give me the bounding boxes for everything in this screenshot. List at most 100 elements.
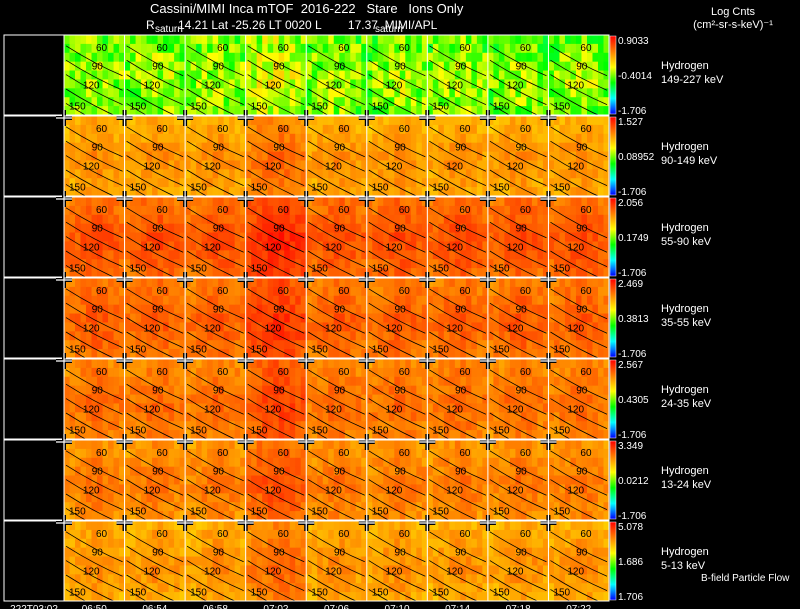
heatmap-pixel (333, 214, 340, 225)
heatmap-pixel (493, 223, 500, 233)
field-contour-line (429, 302, 487, 334)
heatmap-pixel (251, 278, 258, 288)
heatmap-pixel (163, 295, 169, 306)
contour-label-150: 150 (69, 182, 86, 193)
heatmap-pixel (333, 205, 340, 216)
heatmap-pixel (229, 295, 236, 306)
heatmap-pixel (350, 205, 357, 216)
heatmap-pixel (482, 79, 489, 89)
heatmap-pixel (377, 70, 384, 80)
heatmap-pixel (531, 232, 538, 242)
heatmap-pixel (80, 232, 87, 242)
heatmap-pixel (113, 70, 120, 80)
heatmap-pixel (119, 214, 125, 225)
heatmap-pixel (284, 151, 291, 161)
heatmap-pixel (256, 223, 263, 233)
heatmap-pixel (570, 232, 577, 242)
heatmap-pixel (559, 79, 566, 89)
heatmap-pixel (273, 133, 280, 144)
heatmap-pixel (559, 331, 566, 341)
heatmap-pixel (91, 70, 98, 80)
heatmap-pixel (388, 133, 395, 144)
field-contour-line (65, 302, 123, 334)
heatmap-pixel (80, 259, 87, 269)
heatmap-pixel (234, 88, 241, 98)
heatmap-pixel (69, 394, 76, 404)
heatmap-pixel (174, 268, 181, 278)
heatmap-pixel (146, 43, 153, 54)
heatmap-pixel (559, 241, 566, 251)
heatmap-pixel (212, 286, 219, 297)
contour-label-60: 60 (338, 205, 350, 216)
heatmap-pixel (471, 116, 478, 126)
heatmap-pixel (405, 304, 412, 314)
heatmap-pixel (119, 88, 125, 98)
heatmap-pixel (520, 250, 527, 260)
heatmap-pixel (163, 124, 169, 135)
heatmap-pixel (108, 376, 114, 387)
heatmap-pixel (141, 403, 147, 413)
heatmap-pixel (487, 331, 494, 341)
heatmap-pixel (388, 313, 395, 323)
heatmap-pixel (586, 322, 593, 332)
heatmap-pixel (432, 205, 439, 216)
heatmap-pixel (465, 133, 472, 144)
heatmap-pixel (168, 313, 175, 323)
heatmap-pixel (597, 232, 604, 242)
heatmap-pixel (427, 367, 434, 378)
heatmap-pixel (300, 367, 307, 378)
heatmap-pixel (168, 412, 175, 422)
band-energy-range-label: 90-149 keV (661, 155, 718, 167)
heatmap-pixel (443, 278, 450, 288)
heatmap-pixel (141, 160, 147, 170)
contour-label-120: 120 (325, 243, 342, 254)
heatmap-pixel (185, 385, 192, 395)
heatmap-pixel (361, 205, 368, 216)
heatmap-pixel (80, 286, 87, 297)
heatmap-pixel (262, 79, 269, 89)
contour-label-120: 120 (265, 162, 282, 173)
heatmap-pixel (531, 268, 538, 278)
heatmap-pixel (443, 223, 450, 233)
heatmap-pixel (141, 142, 147, 152)
heatmap-pixel (278, 340, 285, 350)
heatmap-pixel (190, 151, 197, 161)
heatmap-pixel (520, 88, 527, 98)
heatmap-pixel (86, 421, 92, 431)
heatmap-pixel (339, 376, 346, 387)
heatmap-pixel (207, 421, 214, 431)
heatmap-pixel (135, 359, 142, 369)
heatmap-pixel (80, 359, 87, 369)
heatmap-pixel (476, 187, 483, 197)
heatmap-pixel (218, 259, 225, 269)
heatmap-pixel (339, 268, 346, 278)
heatmap-pixel (113, 43, 120, 54)
heatmap-pixel (487, 124, 494, 135)
heatmap-pixel (597, 160, 604, 170)
heatmap-pixel (168, 88, 175, 98)
field-contour-line (429, 288, 487, 320)
contour-label-90: 90 (516, 142, 528, 153)
heatmap-pixel (570, 412, 577, 422)
heatmap-pixel (97, 106, 103, 116)
heatmap-pixel (190, 187, 197, 197)
heatmap-pixel (196, 376, 203, 387)
heatmap-pixel (443, 124, 450, 135)
heatmap-pixel (482, 304, 489, 314)
heatmap-pixel (498, 79, 505, 89)
heatmap-pixel (537, 278, 544, 288)
heatmap-pixel (427, 359, 434, 369)
heatmap-pixel (317, 142, 324, 152)
heatmap-pixel (113, 106, 120, 116)
heatmap-pixel (190, 214, 197, 225)
heatmap-pixel (520, 385, 527, 395)
heatmap-pixel (366, 385, 373, 395)
heatmap-pixel (135, 151, 142, 161)
heatmap-pixel (509, 169, 516, 179)
heatmap-pixel (108, 187, 114, 197)
heatmap-pixel (515, 349, 522, 359)
heatmap-pixel (69, 133, 76, 144)
heatmap-pixel (163, 169, 169, 179)
heatmap-pixel (229, 340, 236, 350)
heatmap-pixel (234, 304, 241, 314)
